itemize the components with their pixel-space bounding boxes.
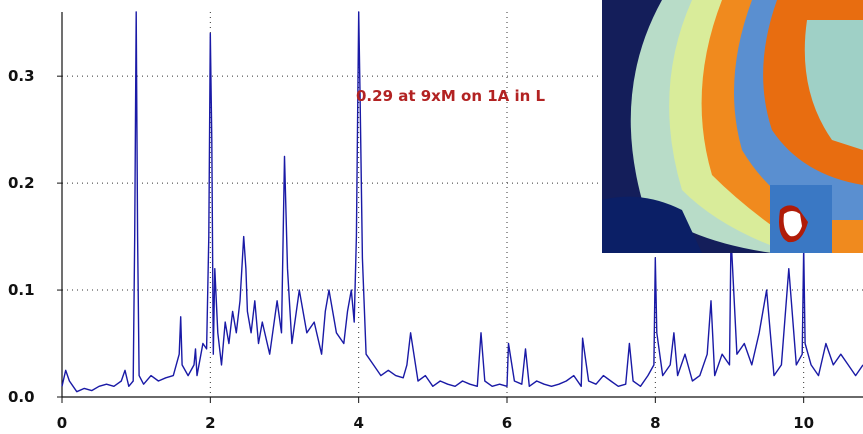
x-tick-label: 10: [793, 414, 814, 432]
thermal-image-inset: [602, 0, 863, 253]
y-tick-label: 0.0: [8, 388, 35, 406]
x-tick-label: 6: [502, 414, 512, 432]
x-tick-label: 8: [650, 414, 660, 432]
x-tick-label: 2: [205, 414, 215, 432]
x-tick-label: 4: [353, 414, 363, 432]
series-line: [61, 11, 863, 393]
tick-labels: 0.0 0.1 0.2 0.3 0 2 4 6 8 10: [8, 67, 814, 432]
y-tick-label: 0.3: [8, 67, 35, 85]
x-tick-label: 0: [57, 414, 67, 432]
y-tick-label: 0.2: [8, 174, 35, 192]
axes: [57, 12, 863, 403]
peak-annotation: 0.29 at 9xM on 1A in L: [356, 87, 546, 105]
gridlines: [62, 12, 863, 397]
y-tick-label: 0.1: [8, 281, 35, 299]
